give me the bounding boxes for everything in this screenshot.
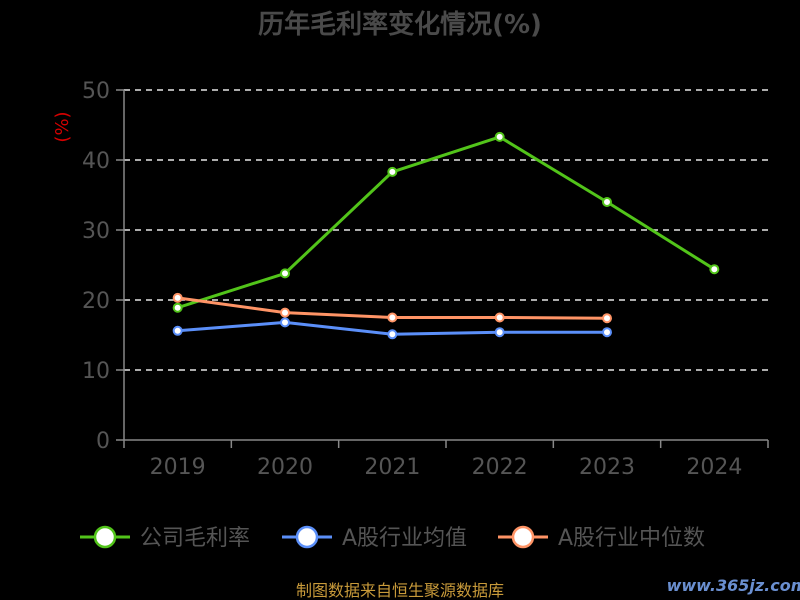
x-tick-label: 2019 [150,455,206,480]
legend-marker [511,525,535,549]
source-note: 制图数据来自恒生聚源数据库 [296,581,504,600]
data-point [387,329,398,340]
data-point [387,166,398,177]
data-point [494,131,505,142]
series-1 [172,317,612,340]
y-tick-label: 30 [82,219,110,244]
legend-item[interactable]: 公司毛利率 [80,525,250,551]
data-point [494,327,505,338]
axes: 0 10 20 30 40 50 2019 2020 2021 2022 2023 2024 [82,79,769,480]
watermark: www.365jz.com [667,576,800,595]
data-point [280,268,290,279]
data-point [387,312,398,323]
x-tick-label: 2022 [472,455,528,480]
grid-lines [124,89,768,371]
legend-item[interactable]: A股行业均值 [282,525,467,551]
series-lines [172,131,720,340]
legend: 公司毛利率 A股行业均值 A股行业中位数 [80,525,705,551]
x-tick-label: 2023 [579,455,635,480]
data-point [602,197,612,207]
chart-title: 历年毛利率变化情况(%) [258,9,542,40]
data-point [280,307,290,318]
series-2 [172,292,612,324]
data-point [602,327,612,338]
data-point [172,325,183,336]
y-axis-label: (%) [52,111,73,142]
legend-label: A股行业均值 [342,526,467,551]
legend-label: A股行业中位数 [558,526,705,551]
y-tick-label: 0 [96,429,110,454]
legend-marker [93,525,117,549]
y-tick-label: 40 [82,149,110,174]
x-tick-label: 2024 [686,455,742,480]
data-point [172,292,183,303]
data-point [280,317,290,328]
y-tick-label: 20 [82,289,110,314]
data-point [172,302,183,313]
x-tick-label: 2021 [364,455,420,480]
legend-item[interactable]: A股行业中位数 [498,525,705,551]
data-point [709,264,720,275]
legend-marker [295,525,319,549]
legend-label: 公司毛利率 [140,526,250,551]
y-tick-label: 50 [82,79,110,104]
series-line [177,135,716,310]
y-tick-label: 10 [82,359,110,384]
data-point [494,312,505,323]
x-tick-label: 2020 [257,455,313,480]
series-0 [172,131,720,313]
data-point [602,313,612,324]
